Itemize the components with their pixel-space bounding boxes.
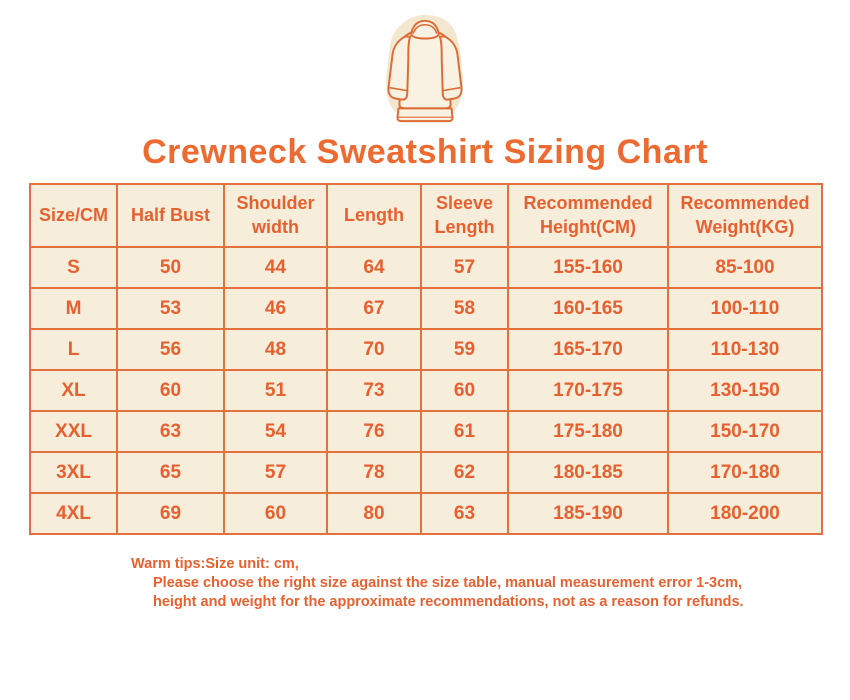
size-cell: XL [29,369,118,412]
header-cell-size: Size/CM [29,183,118,248]
weight-range-cell: 85-100 [667,246,823,289]
weight-range-cell: 110-130 [667,328,823,371]
header-cell-recommended-height: Recommended Height(CM) [507,183,669,248]
height-range-cell: 155-160 [507,246,669,289]
size-cell: L [29,328,118,371]
sleeve-length-cell: 62 [420,451,509,494]
shoulder-width-cell: 51 [223,369,328,412]
size-cell: S [29,246,118,289]
sleeve-length-cell: 57 [420,246,509,289]
length-cell: 70 [326,328,422,371]
sizing-table: Size/CM Half Bust Shoulder width Length … [29,183,823,535]
weight-range-cell: 150-170 [667,410,823,453]
length-cell: 80 [326,492,422,535]
shoulder-width-cell: 60 [223,492,328,535]
sleeve-length-cell: 61 [420,410,509,453]
shoulder-width-cell: 46 [223,287,328,330]
header-cell-length: Length [326,183,422,248]
sleeve-length-cell: 59 [420,328,509,371]
header-cell-shoulder-width: Shoulder width [223,183,328,248]
height-range-cell: 170-175 [507,369,669,412]
length-cell: 76 [326,410,422,453]
height-range-cell: 185-190 [507,492,669,535]
weight-range-cell: 100-110 [667,287,823,330]
warm-tips-line3: height and weight for the approximate re… [153,594,744,610]
half-bust-cell: 56 [116,328,225,371]
warm-tips-line2: Please choose the right size against the… [153,575,743,591]
icon-container [0,0,850,128]
shoulder-width-cell: 54 [223,410,328,453]
weight-range-cell: 170-180 [667,451,823,494]
table-row-m: M 53 46 67 58 160-165 100-110 [29,287,823,330]
shoulder-width-cell: 57 [223,451,328,494]
sleeve-length-cell: 58 [420,287,509,330]
warm-tips: Warm tips:Size unit: cm, Please choose t… [131,555,850,612]
shoulder-width-cell: 44 [223,246,328,289]
half-bust-cell: 53 [116,287,225,330]
length-cell: 67 [326,287,422,330]
length-cell: 73 [326,369,422,412]
table-row-l: L 56 48 70 59 165-170 110-130 [29,328,823,371]
height-range-cell: 175-180 [507,410,669,453]
half-bust-cell: 63 [116,410,225,453]
half-bust-cell: 65 [116,451,225,494]
height-range-cell: 160-165 [507,287,669,330]
size-cell: XXL [29,410,118,453]
height-range-cell: 165-170 [507,328,669,371]
table-row-4xl: 4XL 69 60 80 63 185-190 180-200 [29,492,823,535]
height-range-cell: 180-185 [507,451,669,494]
header-cell-half-bust: Half Bust [116,183,225,248]
weight-range-cell: 180-200 [667,492,823,535]
half-bust-cell: 69 [116,492,225,535]
warm-tips-line1: Warm tips:Size unit: cm, [131,556,299,572]
sweatshirt-icon [386,14,463,123]
half-bust-cell: 50 [116,246,225,289]
size-cell: M [29,287,118,330]
length-cell: 64 [326,246,422,289]
length-cell: 78 [326,451,422,494]
page-title: Crewneck Sweatshirt Sizing Chart [142,133,708,171]
table-row-xl: XL 60 51 73 60 170-175 130-150 [29,369,823,412]
half-bust-cell: 60 [116,369,225,412]
sleeve-length-cell: 63 [420,492,509,535]
size-cell: 3XL [29,451,118,494]
header-cell-recommended-weight: Recommended Weight(KG) [667,183,823,248]
shoulder-width-cell: 48 [223,328,328,371]
table-row-s: S 50 44 64 57 155-160 85-100 [29,246,823,289]
table-header-row: Size/CM Half Bust Shoulder width Length … [29,183,823,248]
weight-range-cell: 130-150 [667,369,823,412]
table-row-3xl: 3XL 65 57 78 62 180-185 170-180 [29,451,823,494]
size-cell: 4XL [29,492,118,535]
sleeve-length-cell: 60 [420,369,509,412]
table-row-xxl: XXL 63 54 76 61 175-180 150-170 [29,410,823,453]
header-cell-sleeve-length: Sleeve Length [420,183,509,248]
